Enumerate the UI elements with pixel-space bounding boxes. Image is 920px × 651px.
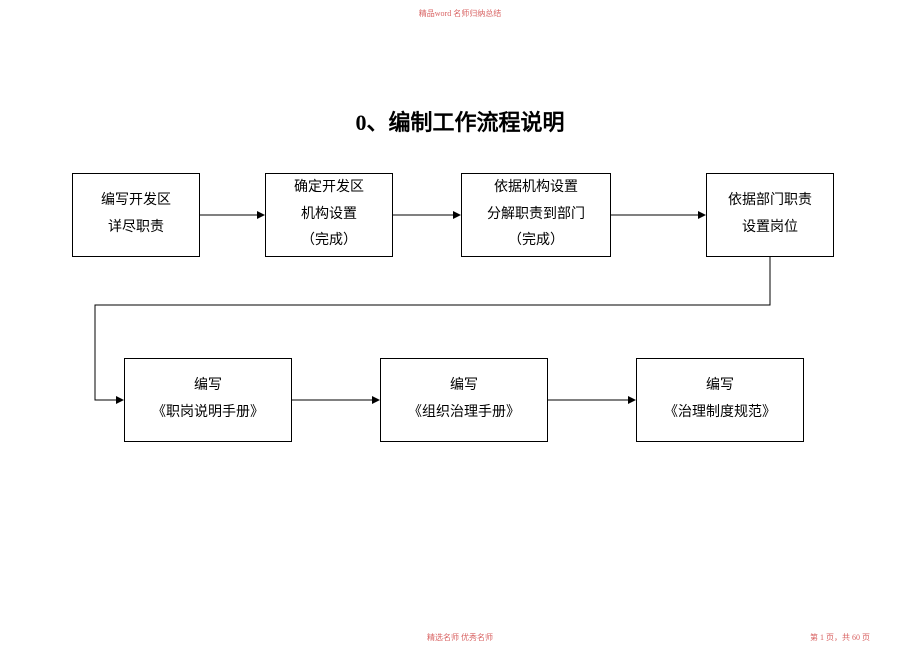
node-line: 设置岗位: [742, 215, 798, 242]
flowchart-node-n5: 编写《职岗说明手册》: [124, 358, 292, 442]
node-line: 机构设置: [301, 202, 357, 229]
flowchart-edges: [0, 0, 920, 651]
node-line: 编写: [706, 373, 734, 400]
node-line: 分解职责到部门: [487, 202, 585, 229]
node-line: 详尽职责: [108, 215, 164, 242]
node-line: （完成）: [508, 228, 564, 255]
node-line: 《职岗说明手册》: [152, 400, 264, 427]
node-line: （完成）: [301, 228, 357, 255]
flowchart-node-n3: 依据机构设置分解职责到部门（完成）: [461, 173, 611, 257]
node-line: 编写: [194, 373, 222, 400]
flowchart-node-n7: 编写《治理制度规范》: [636, 358, 804, 442]
node-line: 依据机构设置: [494, 175, 578, 202]
flowchart-node-n1: 编写开发区详尽职责: [72, 173, 200, 257]
node-line: 依据部门职责: [728, 188, 812, 215]
node-line: 编写开发区: [101, 188, 171, 215]
node-line: 编写: [450, 373, 478, 400]
flowchart-container: 编写开发区详尽职责确定开发区机构设置（完成）依据机构设置分解职责到部门（完成）依…: [0, 0, 920, 651]
node-line: 确定开发区: [294, 175, 364, 202]
flowchart-node-n6: 编写《组织治理手册》: [380, 358, 548, 442]
flowchart-node-n2: 确定开发区机构设置（完成）: [265, 173, 393, 257]
flowchart-node-n4: 依据部门职责设置岗位: [706, 173, 834, 257]
node-line: 《组织治理手册》: [408, 400, 520, 427]
node-line: 《治理制度规范》: [664, 400, 776, 427]
